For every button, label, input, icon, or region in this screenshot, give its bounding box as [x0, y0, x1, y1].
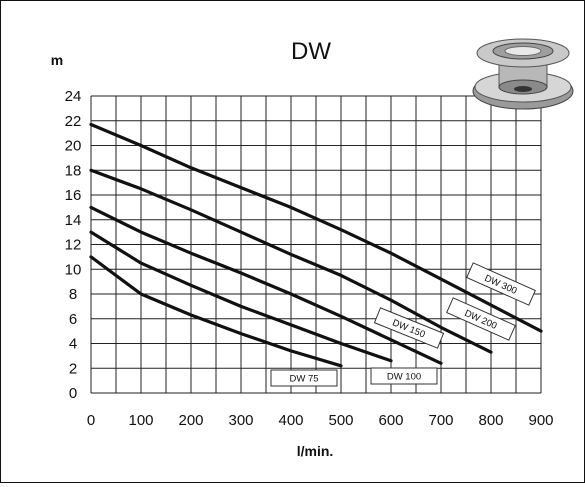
series-label-box	[373, 307, 445, 349]
x-tick-label: 600	[378, 412, 403, 429]
x-axis-ticks: 0 100 200 300 400 500 600 700 800 900	[87, 412, 554, 429]
grid	[90, 95, 542, 394]
series-label-dw-150: DW 150	[373, 307, 445, 349]
series-line-dw-100	[89, 230, 393, 363]
x-tick-label: 300	[228, 412, 253, 429]
x-tick-label: 100	[128, 412, 153, 429]
y-tick-label: 4	[69, 336, 77, 353]
y-axis-label: m	[51, 52, 63, 68]
x-tick-label: 400	[278, 412, 303, 429]
y-tick-label: 0	[69, 385, 77, 402]
series-line-dw-300	[89, 122, 543, 333]
series-label-box	[270, 369, 338, 387]
x-tick-label: 200	[178, 412, 203, 429]
series-label-text: DW 100	[387, 372, 421, 383]
y-tick-label: 10	[65, 261, 82, 278]
x-tick-label: 0	[87, 412, 95, 429]
x-tick-label: 700	[428, 412, 453, 429]
series-line-dw-150	[89, 205, 443, 365]
x-tick-label: 500	[328, 412, 353, 429]
x-tick-label: 800	[478, 412, 503, 429]
series-label-dw-100: DW 100	[370, 367, 438, 385]
series-label-dw-75: DW 75	[270, 369, 338, 387]
x-tick-label: 900	[528, 412, 553, 429]
pump-product-icon	[472, 38, 574, 110]
y-tick-label: 22	[65, 113, 82, 130]
x-axis-label: l/min.	[297, 443, 334, 459]
y-tick-label: 24	[65, 88, 82, 105]
y-tick-label: 6	[69, 311, 77, 328]
series-line-dw-75	[89, 255, 343, 368]
y-tick-label: 2	[69, 360, 77, 377]
curves	[89, 122, 543, 368]
y-tick-label: 12	[65, 237, 82, 254]
series-label-box	[446, 297, 516, 341]
series-label-text: DW 75	[289, 374, 318, 385]
y-tick-label: 16	[65, 187, 82, 204]
chart-title: DW	[291, 38, 331, 65]
series-label-box	[370, 367, 438, 385]
y-tick-label: 14	[65, 212, 82, 229]
y-tick-label: 20	[65, 138, 82, 155]
series-line-dw-200	[89, 168, 493, 354]
series-label-box	[466, 262, 536, 306]
y-tick-label: 18	[65, 162, 82, 179]
y-tick-label: 8	[69, 286, 77, 303]
